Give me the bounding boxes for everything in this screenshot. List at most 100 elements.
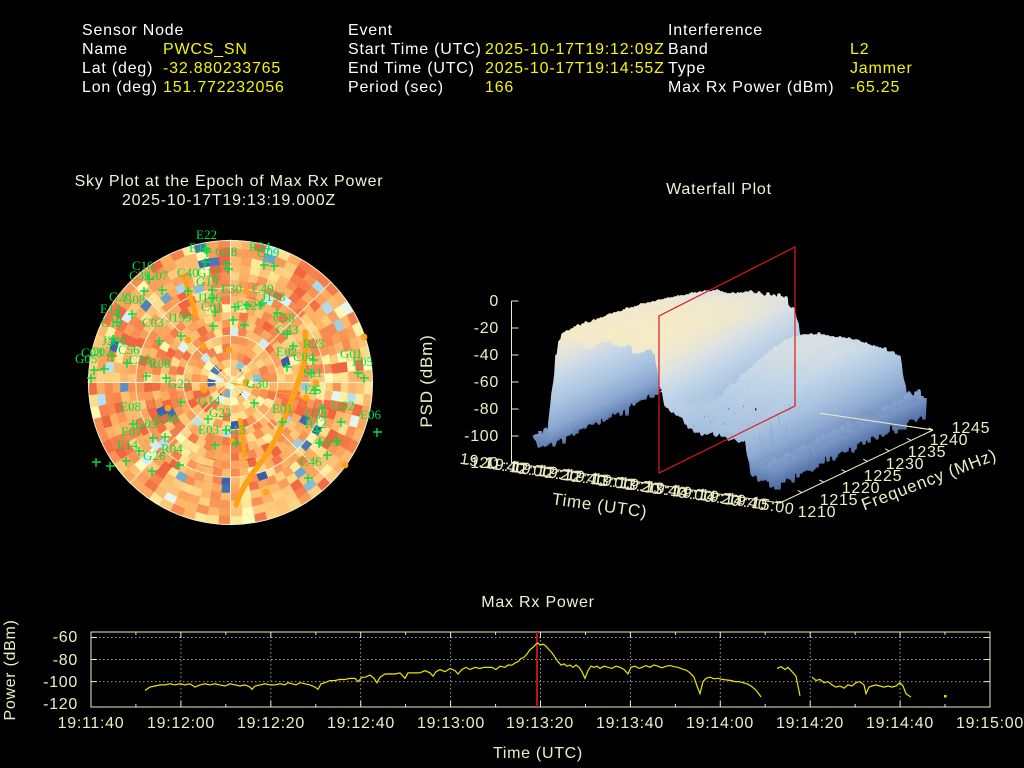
svg-text:E08: E08 [120,399,141,414]
svg-text:1220: 1220 [842,480,880,497]
svg-text:G48: G48 [156,411,178,426]
svg-text:19:12:40: 19:12:40 [327,715,395,732]
svg-text:Start Time (UTC): Start Time (UTC) [348,41,482,58]
svg-text:C33: C33 [129,352,151,367]
svg-text:L2: L2 [850,41,869,58]
svg-text:1235: 1235 [908,444,946,461]
svg-text:-32.880233765: -32.880233765 [163,60,281,77]
svg-text:I25: I25 [304,382,321,397]
svg-text:C04: C04 [293,349,315,364]
svg-text:R23: R23 [303,336,325,351]
svg-text:E03: E03 [198,422,219,437]
svg-text:G08: G08 [123,292,145,307]
svg-text:19:15:00: 19:15:00 [956,715,1024,732]
svg-text:2025-10-17T19:14:55Z: 2025-10-17T19:14:55Z [485,60,665,77]
svg-text:J193: J193 [261,289,286,304]
svg-text:19:11:40: 19:11:40 [58,715,125,732]
svg-text:19:12:00: 19:12:00 [147,715,215,732]
svg-text:PWCS_SN: PWCS_SN [163,41,248,58]
svg-text:R13: R13 [224,422,246,437]
svg-text:19:13:00: 19:13:00 [417,715,485,732]
svg-text:19:12:20: 19:12:20 [237,715,305,732]
svg-text:Max Rx Power: Max Rx Power [481,594,595,611]
svg-text:G26: G26 [143,448,166,463]
svg-text:C40: C40 [177,265,199,280]
svg-text:0: 0 [489,293,499,310]
svg-text:G43: G43 [276,322,298,337]
svg-text:-60: -60 [474,374,499,391]
svg-text:19:14:40: 19:14:40 [866,715,934,732]
svg-text:Event: Event [348,22,393,39]
svg-text:C08: C08 [81,345,103,360]
svg-text:1210: 1210 [798,504,836,521]
svg-text:J200: J200 [102,333,127,348]
svg-text:G01: G01 [340,346,362,361]
svg-text:Sky Plot at the Epoch of Max R: Sky Plot at the Epoch of Max Rx Power [75,173,384,190]
svg-text:G02: G02 [332,398,354,413]
svg-text:-20: -20 [474,320,499,337]
svg-text:R12: R12 [305,416,327,431]
svg-text:C39: C39 [129,268,151,283]
svg-text:C02: C02 [90,344,112,359]
svg-text:151.772232056: 151.772232056 [163,79,285,96]
svg-text:E02: E02 [276,344,297,359]
svg-text:Period (sec): Period (sec) [348,79,444,96]
svg-text:C58: C58 [273,310,295,325]
svg-text:-120: -120 [43,696,78,713]
svg-text:Lat (deg): Lat (deg) [82,60,153,77]
svg-text:-65.25: -65.25 [850,79,900,96]
svg-text:C49: C49 [252,281,274,296]
svg-text:G05: G05 [75,351,97,366]
svg-text:1225: 1225 [864,468,902,485]
svg-text:J199: J199 [167,310,192,325]
svg-text:G34: G34 [305,407,328,422]
svg-text:-80: -80 [53,652,78,669]
svg-text:PSD (dBm): PSD (dBm) [417,334,436,427]
svg-text:Band: Band [668,41,709,58]
svg-text:1230: 1230 [886,456,924,473]
svg-text:G14: G14 [198,393,221,408]
svg-text:E14: E14 [117,437,138,452]
svg-text:E06: E06 [360,407,381,422]
svg-text:2025-10-17T19:12:09Z: 2025-10-17T19:12:09Z [485,41,665,58]
svg-text:R34: R34 [249,239,271,254]
svg-text:E07: E07 [121,424,142,439]
svg-text:-80: -80 [474,401,499,418]
svg-text:R08: R08 [149,356,171,371]
svg-text:Lon (deg): Lon (deg) [82,79,158,96]
svg-text:Time (UTC): Time (UTC) [493,745,583,762]
svg-text:G30: G30 [246,376,268,391]
svg-text:G22: G22 [168,376,190,391]
svg-text:E16: E16 [318,434,339,449]
svg-text:G09: G09 [135,416,157,431]
svg-text:G12: G12 [197,265,219,280]
svg-text:C01: C01 [201,299,223,314]
svg-text:19:13:40: 19:13:40 [596,715,664,732]
svg-text:2025-10-17T19:13:19.000Z: 2025-10-17T19:13:19.000Z [122,192,336,209]
svg-text:E05: E05 [352,354,373,369]
svg-text:1245: 1245 [952,420,990,437]
svg-text:G23: G23 [209,405,231,420]
svg-text:19:13:20: 19:13:20 [506,715,574,732]
svg-text:E30: E30 [221,281,242,296]
svg-text:Type: Type [668,60,706,77]
svg-text:-120: -120 [464,455,499,472]
svg-text:-40: -40 [474,347,499,364]
svg-text:C46: C46 [300,454,322,469]
svg-text:G28: G28 [215,244,237,259]
svg-text:19:14:00: 19:14:00 [686,715,754,732]
svg-text:J196: J196 [197,290,222,305]
svg-text:S11: S11 [303,365,323,380]
svg-text:G07: G07 [146,268,169,283]
svg-text:End Time (UTC): End Time (UTC) [348,60,475,77]
svg-text:E22: E22 [196,227,217,242]
svg-text:-100: -100 [43,674,78,691]
svg-text:R04: R04 [161,441,183,456]
svg-text:Interference: Interference [668,22,763,39]
svg-text:1215: 1215 [820,492,858,509]
svg-text:C10: C10 [132,258,154,273]
svg-text:C13: C13 [101,315,123,330]
svg-text:166: 166 [485,79,514,96]
svg-text:Sensor Node: Sensor Node [82,22,184,39]
svg-text:E16: E16 [189,240,210,255]
